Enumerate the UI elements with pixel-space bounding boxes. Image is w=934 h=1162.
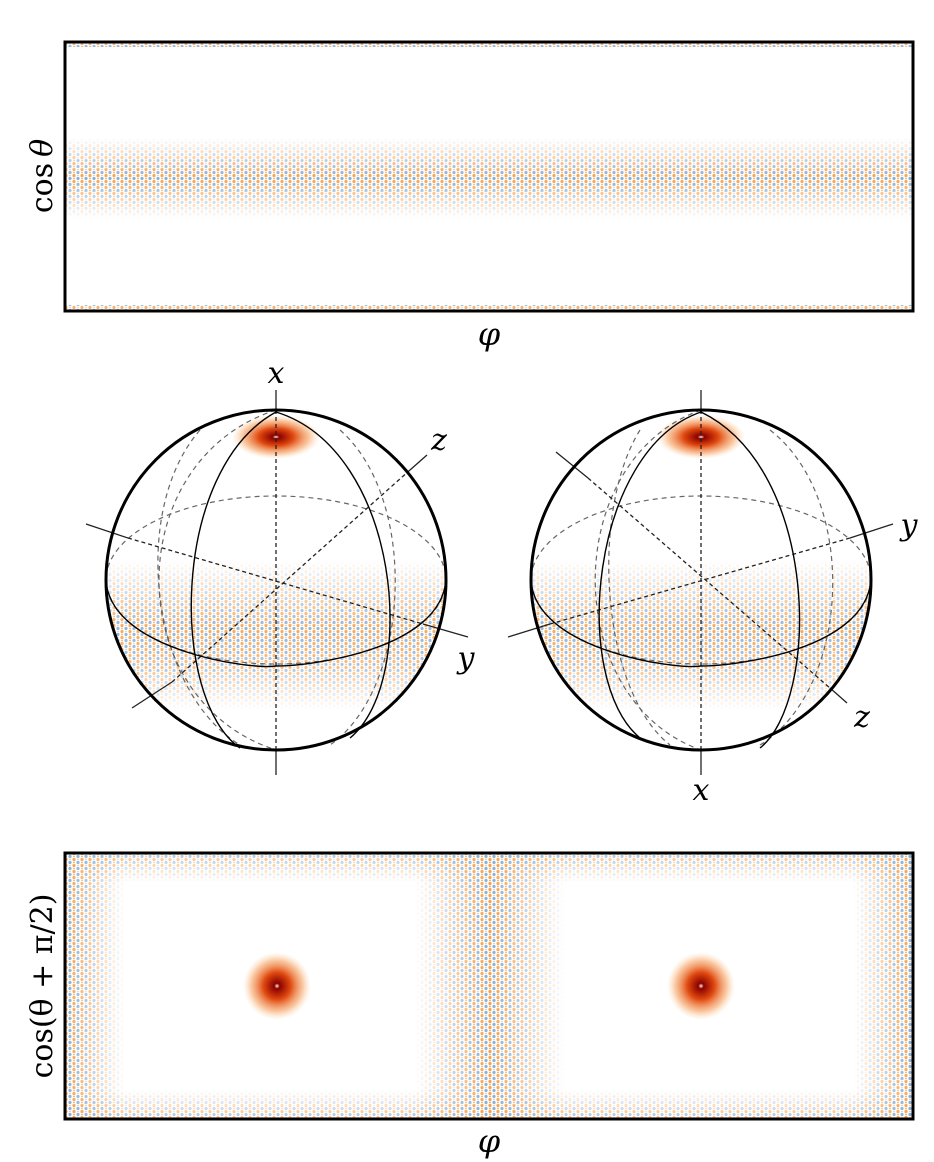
left-sphere-x-label: x [268, 356, 285, 391]
left-sphere-y-axis-left [85, 523, 129, 539]
right-sphere-y-label: y [899, 508, 919, 543]
left-sphere-z-label: z [430, 423, 447, 458]
right-sphere: x y z [507, 390, 919, 808]
right-sphere-y-axis-inner [549, 537, 851, 625]
right-sphere-z-axis-inner [587, 477, 831, 689]
top-panel-ylabel-var: θ [25, 139, 60, 157]
right-sphere-equator [530, 579, 872, 668]
bottom-panel-frame [63, 851, 915, 1121]
left-sphere-y-axis-right [422, 623, 469, 638]
right-sphere-y-axis-left [507, 623, 551, 638]
svg-text:cosθ: cos θ [25, 139, 60, 213]
right-sphere-hidden-meridian-2 [759, 429, 834, 746]
bottom-panel-spot-left [243, 952, 311, 1020]
right-sphere-meridian-1 [598, 411, 702, 739]
right-sphere-z-label: z [853, 700, 870, 735]
right-sphere-meridian-2 [700, 411, 801, 749]
left-sphere-spot [232, 415, 320, 459]
left-sphere-hidden-meridian-1 [158, 409, 277, 751]
bottom-panel: φ cos(θ + π/2) [25, 851, 915, 1160]
top-panel-equator-band [65, 138, 913, 218]
left-sphere-outline [104, 408, 448, 752]
top-panel-xlabel: φ [478, 315, 501, 353]
left-sphere-hidden-meridian-3 [157, 429, 241, 746]
bottom-panel-spot-right [667, 952, 735, 1020]
right-sphere-outline [529, 408, 873, 752]
top-panel-upper-edge-band [65, 42, 913, 47]
left-sphere-y-axis-inner [127, 537, 424, 625]
right-sphere-x-label: x [693, 773, 710, 808]
right-sphere-y-axis-right [849, 523, 894, 539]
right-sphere-hidden-meridian-3 [608, 429, 671, 746]
top-panel: φ cos θ [25, 40, 915, 353]
bottom-panel-ylabel: cos(θ + π/2) [25, 894, 60, 1079]
left-sphere-equator [105, 579, 447, 668]
top-panel-frame [63, 40, 915, 313]
top-panel-ylabel: cos θ [25, 139, 60, 213]
bottom-panel-bands [65, 853, 913, 1119]
right-sphere-z-axis-top [555, 451, 589, 479]
left-sphere-y-label: y [456, 641, 476, 676]
top-panel-ylabel-func: cos [25, 163, 60, 213]
left-sphere: x y z [85, 356, 476, 775]
right-sphere-z-axis-bottom [829, 687, 848, 704]
left-sphere-meridian-1 [190, 411, 277, 749]
top-panel-lower-edge-band [65, 305, 913, 311]
left-sphere-hidden-meridian-2 [329, 429, 396, 746]
bottom-panel-xlabel: φ [478, 1122, 501, 1160]
left-sphere-meridian-2 [275, 411, 391, 739]
left-sphere-z-axis-top [409, 454, 428, 471]
